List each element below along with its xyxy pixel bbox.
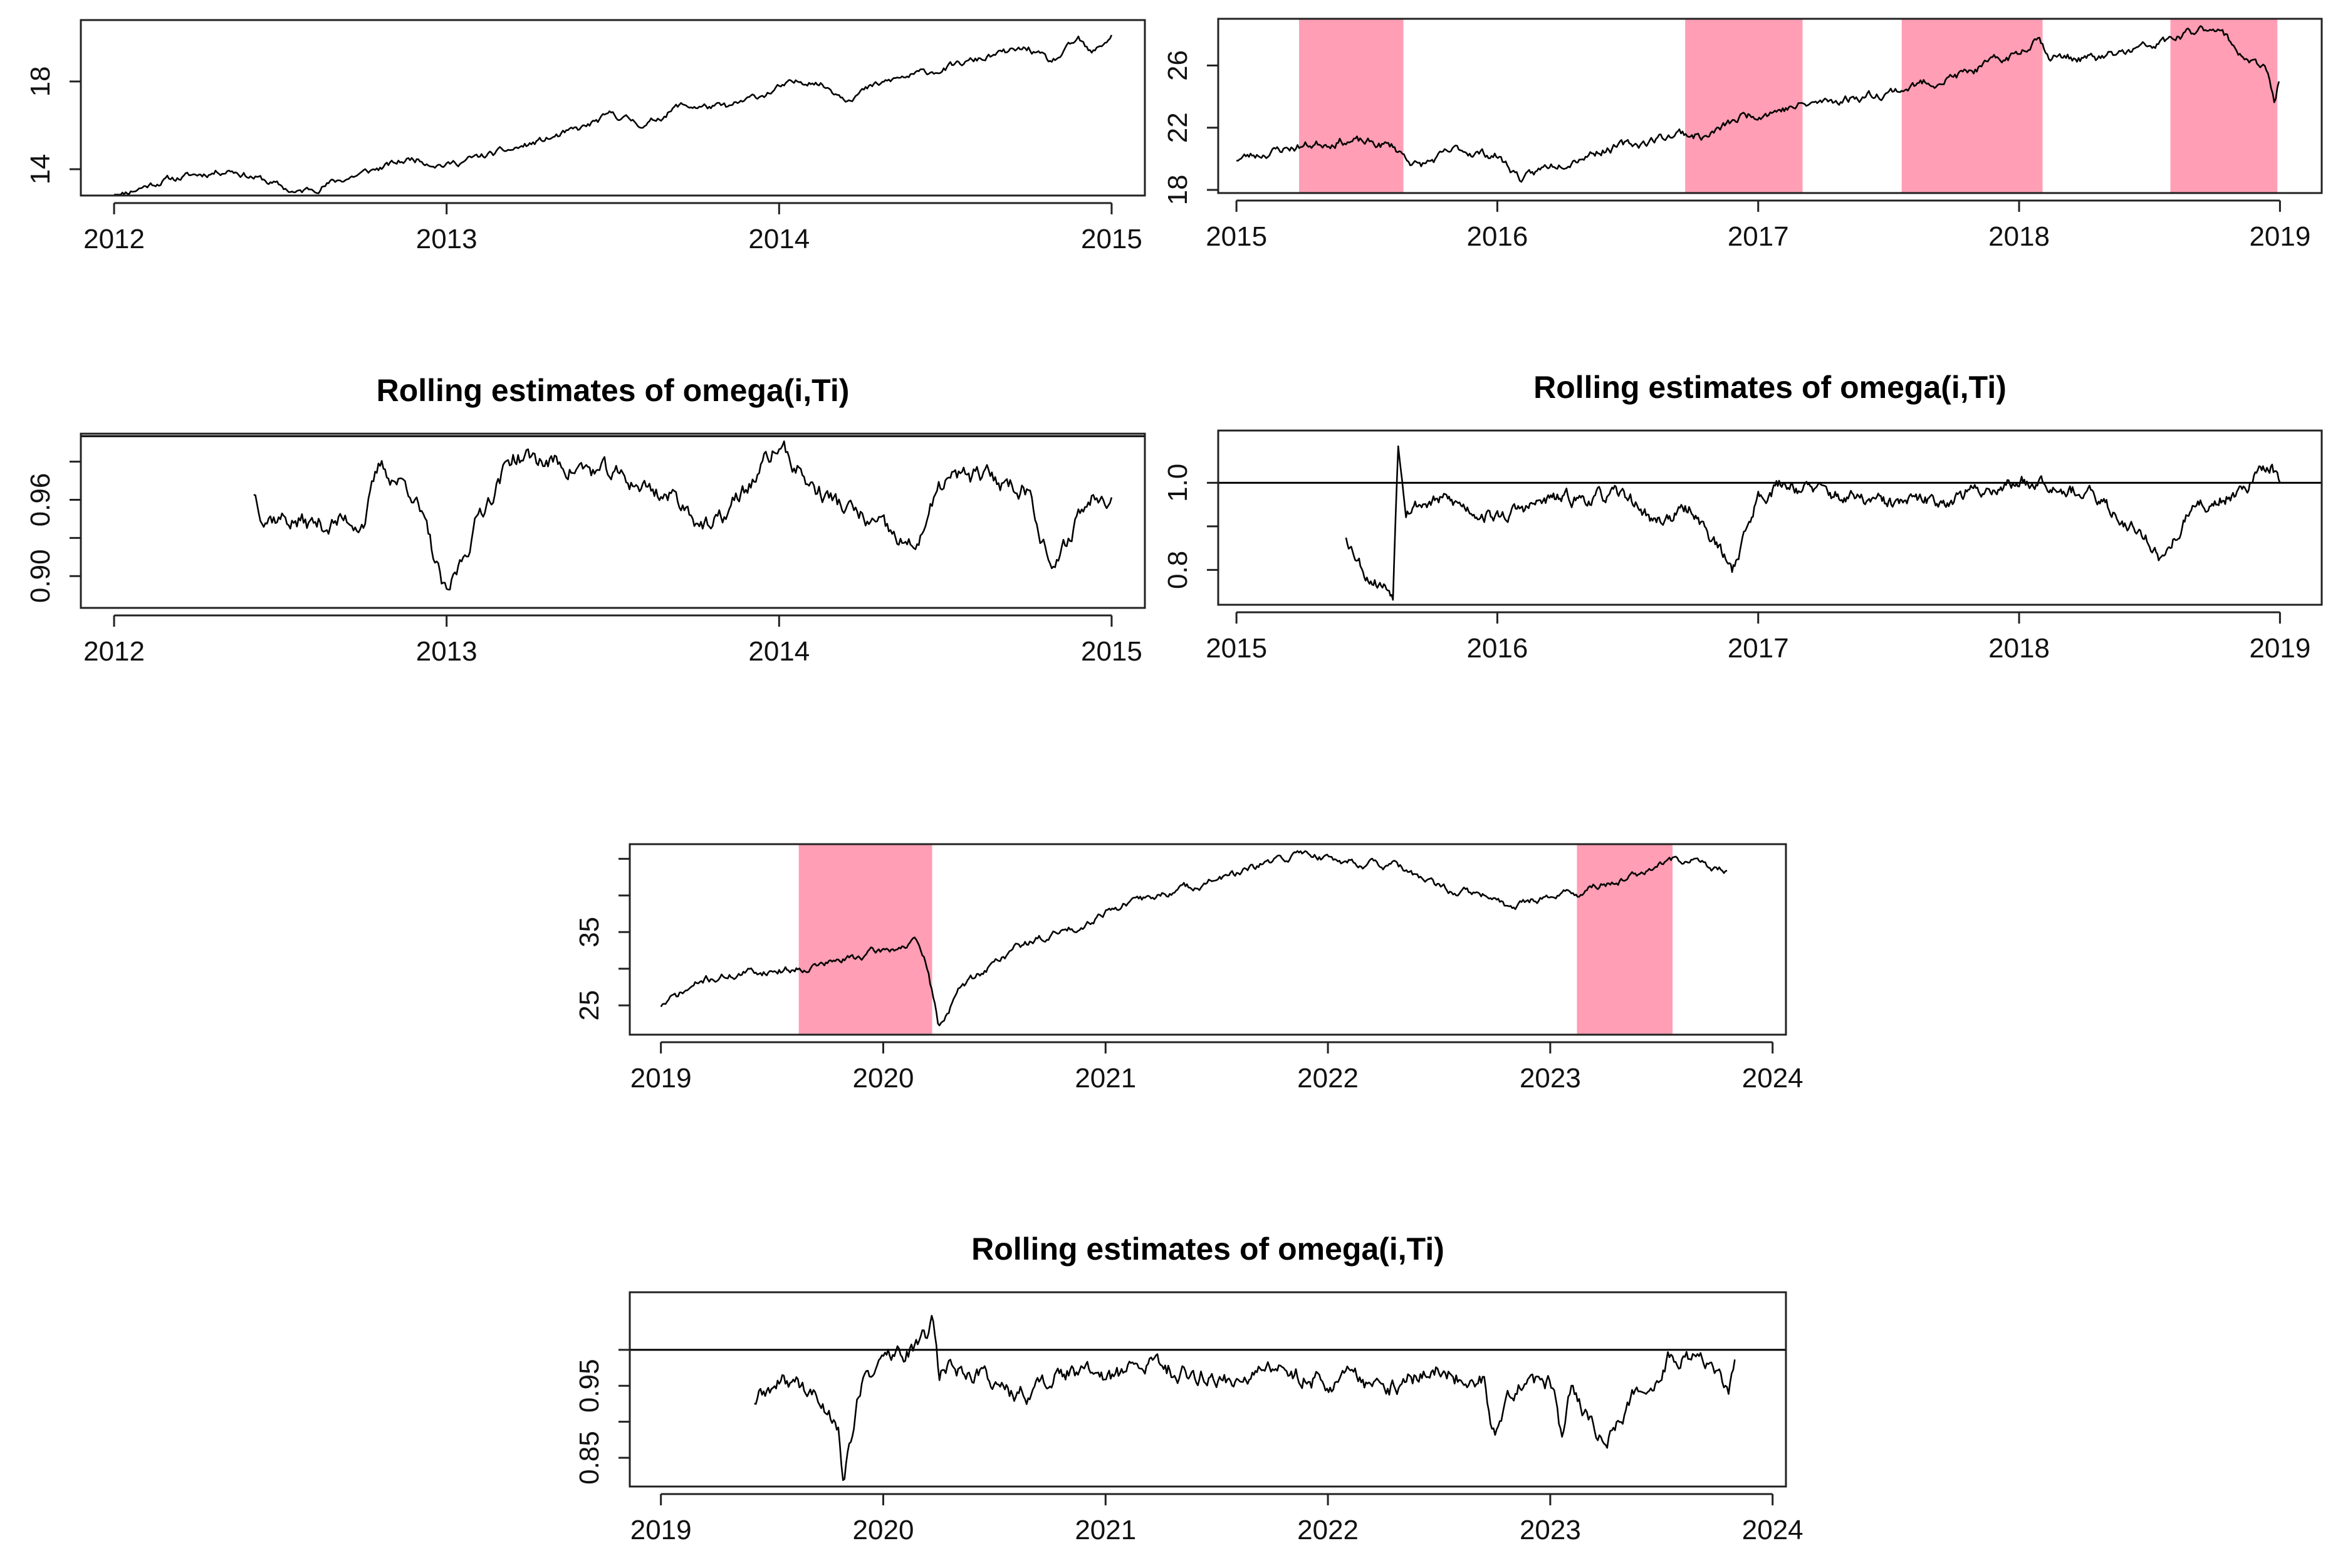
x-tick-label: 2014 <box>748 224 810 254</box>
x-tick-label: 2017 <box>1728 633 1789 664</box>
panel-title: Rolling estimates of omega(i,Ti) <box>1533 370 2007 405</box>
x-tick-label: 2019 <box>630 1515 692 1545</box>
x-tick-label: 2016 <box>1467 221 1528 252</box>
x-tick-label: 2015 <box>1206 633 1267 664</box>
x-tick-label: 2024 <box>1742 1515 1803 1545</box>
x-tick-label: 2012 <box>83 636 145 667</box>
y-tick-label: 18 <box>1162 175 1193 206</box>
panel-title: Rolling estimates of omega(i,Ti) <box>377 373 850 408</box>
x-tick-label: 2013 <box>416 224 478 254</box>
plot-frame <box>629 1291 1787 1488</box>
x-tick-label: 2015 <box>1206 221 1267 252</box>
shaded-interval <box>798 844 932 1035</box>
chart-panel-o2015: Rolling estimates of omega(i,Ti) 2015 2016… <box>1162 370 2323 664</box>
x-tick-label: 2022 <box>1297 1515 1359 1545</box>
x-tick-label: 2018 <box>1988 633 2050 664</box>
y-tick-label: 0.85 <box>574 1431 605 1485</box>
x-tick-label: 2014 <box>748 636 810 667</box>
x-tick-label: 2019 <box>2249 633 2310 664</box>
x-tick-label: 2023 <box>1520 1515 1581 1545</box>
y-tick-label: 0.90 <box>25 549 56 603</box>
y-tick-label: 1.0 <box>1162 464 1193 502</box>
series-line-price <box>660 850 1728 1027</box>
x-tick-label: 2023 <box>1520 1063 1581 1094</box>
y-tick-label: 0.96 <box>25 473 56 527</box>
chart-panel-p2015: 2015 2016 2017 2018 2019 18 22 26 <box>1162 18 2323 252</box>
plot-frame <box>629 843 1787 1036</box>
plot-frame <box>1217 18 2323 194</box>
x-tick-label: 2016 <box>1467 633 1528 664</box>
shaded-interval <box>2170 19 2278 193</box>
plot-frame <box>1217 429 2323 606</box>
shaded-interval <box>1577 844 1673 1035</box>
y-tick-label: 25 <box>574 990 605 1021</box>
chart-panel-o2019: Rolling estimates of omega(i,Ti) 2019 2020… <box>574 1231 1803 1545</box>
x-tick-label: 2021 <box>1075 1515 1136 1545</box>
x-tick-label: 2021 <box>1075 1063 1136 1094</box>
x-tick-label: 2015 <box>1081 224 1142 254</box>
chart-panel-o2012: Rolling estimates of omega(i,Ti) 2012 2013… <box>25 373 1146 667</box>
panel-title: Rolling estimates of omega(i,Ti) <box>971 1231 1444 1267</box>
x-tick-label: 2013 <box>416 636 478 667</box>
chart-panel-p2012: 2012 2013 2014 2015 14 18 <box>25 19 1146 254</box>
x-tick-label: 2024 <box>1742 1063 1803 1094</box>
series-line-omega <box>1345 445 2281 601</box>
x-tick-label: 2020 <box>853 1515 914 1545</box>
x-tick-label: 2020 <box>853 1063 914 1094</box>
x-tick-label: 2019 <box>2249 221 2310 252</box>
y-tick-label: 22 <box>1162 112 1193 143</box>
shaded-interval <box>1901 19 2043 193</box>
series-line-omega <box>253 440 1113 591</box>
y-tick-label: 35 <box>574 917 605 948</box>
y-tick-label: 14 <box>25 154 56 185</box>
x-tick-label: 2017 <box>1728 221 1789 252</box>
shaded-interval <box>1685 19 1803 193</box>
y-tick-label: 0.8 <box>1162 551 1193 589</box>
series-line-price <box>114 34 1113 196</box>
x-tick-label: 2022 <box>1297 1063 1359 1094</box>
x-tick-label: 2012 <box>83 224 145 254</box>
plot-frame <box>80 432 1146 609</box>
shaded-interval <box>1299 19 1404 193</box>
x-tick-label: 2019 <box>630 1063 692 1094</box>
x-tick-label: 2018 <box>1988 221 2050 252</box>
y-tick-label: 26 <box>1162 50 1193 81</box>
series-line-price <box>1236 25 2280 183</box>
series-line-omega <box>754 1315 1736 1482</box>
y-tick-label: 18 <box>25 66 56 97</box>
x-tick-label: 2015 <box>1081 636 1142 667</box>
chart-panel-p2019: 2019 2020 2021 2022 2023 2024 25 35 <box>574 843 1803 1094</box>
plot-frame <box>80 19 1146 197</box>
y-tick-label: 0.95 <box>574 1359 605 1413</box>
